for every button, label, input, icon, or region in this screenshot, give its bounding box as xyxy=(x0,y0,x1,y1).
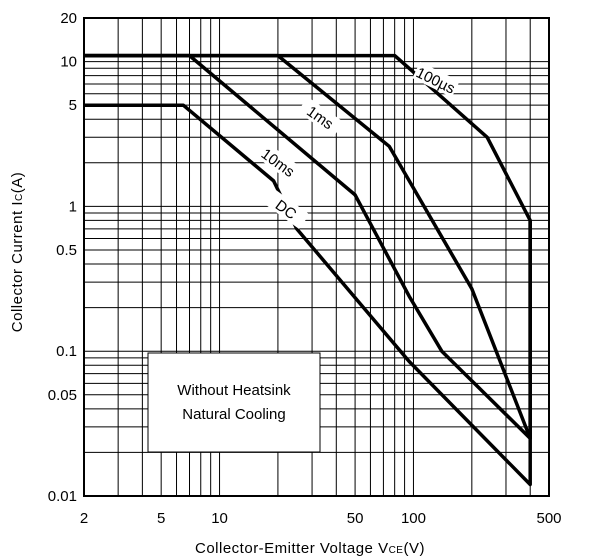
curve-label-bg-1ms xyxy=(297,96,344,137)
y-tick-label: 1 xyxy=(69,198,77,215)
x-tick-label: 10 xyxy=(211,510,228,527)
x-tick-label: 2 xyxy=(80,510,88,527)
x-tick-label: 50 xyxy=(347,510,364,527)
x-axis-title: Collector-Emitter Voltage VCE(V) xyxy=(195,540,425,557)
y-tick-label: 5 xyxy=(69,97,77,114)
annotation-line-2: Natural Cooling xyxy=(182,406,285,423)
y-tick-label: 0.5 xyxy=(56,242,77,259)
y-tick-label: 0.01 xyxy=(48,488,77,505)
y-axis-title: Collector Current IC(A) xyxy=(9,172,26,332)
y-tick-label: 0.05 xyxy=(48,387,77,404)
annotation-box: Without Heatsink Natural Cooling xyxy=(147,352,321,453)
series-line-dc xyxy=(84,103,532,487)
x-tick-label: 500 xyxy=(536,510,561,527)
curve-label-bg-dc xyxy=(263,188,310,230)
curve-label-bg-10ms xyxy=(255,141,302,183)
x-axis-subscript: CE xyxy=(389,545,404,556)
curve-label-bg-100s xyxy=(412,61,460,98)
x-tick-label: 100 xyxy=(401,510,426,527)
series-lines xyxy=(84,53,532,487)
tick-labels: 2 5 10 50 100 500 0.01 0.05 0.1 0.5 1 5 10 20 xyxy=(48,10,562,527)
y-axis-subscript: C xyxy=(14,193,25,201)
y-tick-label: 20 xyxy=(60,10,77,27)
annotation-line-1: Without Heatsink xyxy=(177,382,291,399)
y-tick-label: 0.1 xyxy=(56,343,77,360)
plot-area-frame xyxy=(83,17,550,497)
annotation-background xyxy=(147,352,321,453)
x-tick-label: 5 xyxy=(157,510,165,527)
y-tick-label: 10 xyxy=(60,54,77,71)
